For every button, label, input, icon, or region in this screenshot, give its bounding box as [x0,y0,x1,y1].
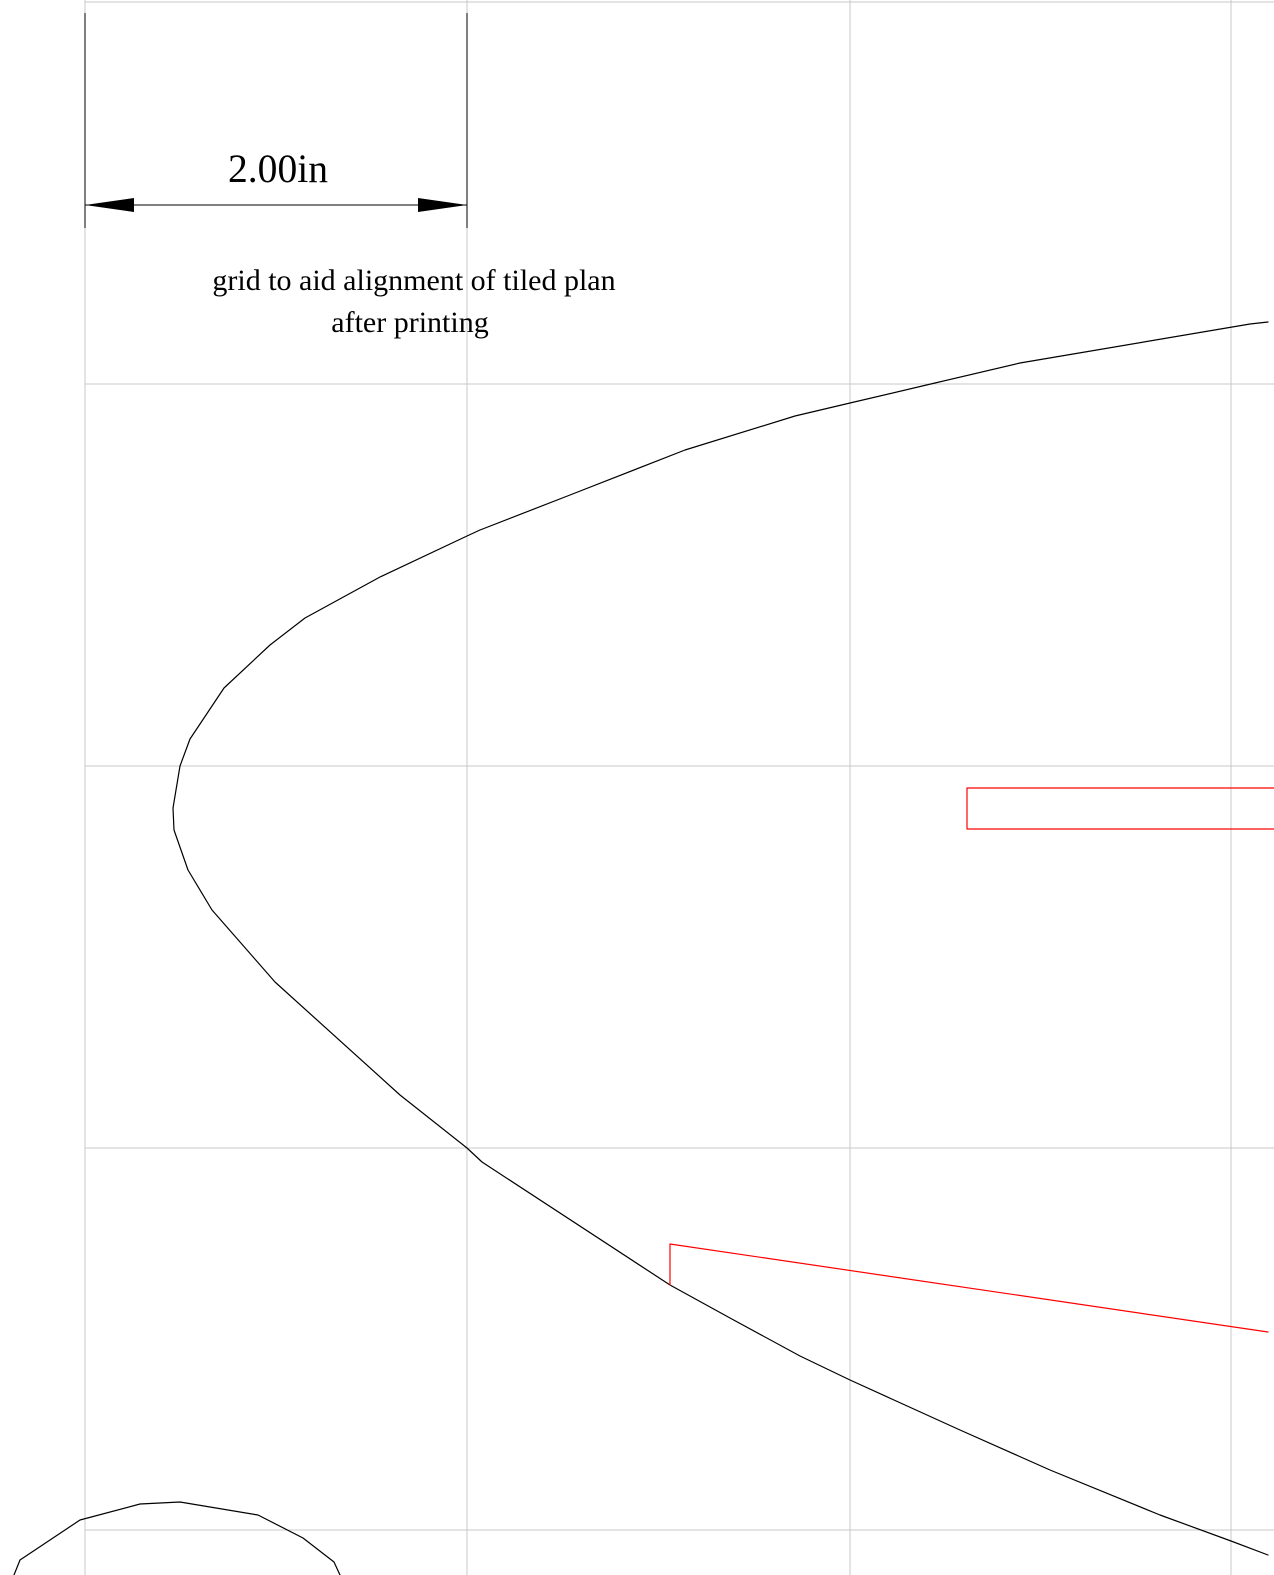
alignment-grid [84,0,1274,1575]
fuselage-outline [172,321,1269,1556]
alignment-note: grid to aid alignment of tiled plan afte… [212,264,615,339]
tail-part-outline [669,1243,1269,1333]
note-line-1: grid to aid alignment of tiled plan [212,264,615,297]
dimension-arrow-right [418,198,467,212]
note-line-2: after printing [331,306,488,339]
dimension-label: 2.00in [228,146,328,191]
dimension-arrow-left [85,198,134,212]
wing-spar-slot [966,787,1274,830]
scale-dimension: 2.00in [84,13,468,228]
wheel-outline [13,1501,341,1575]
